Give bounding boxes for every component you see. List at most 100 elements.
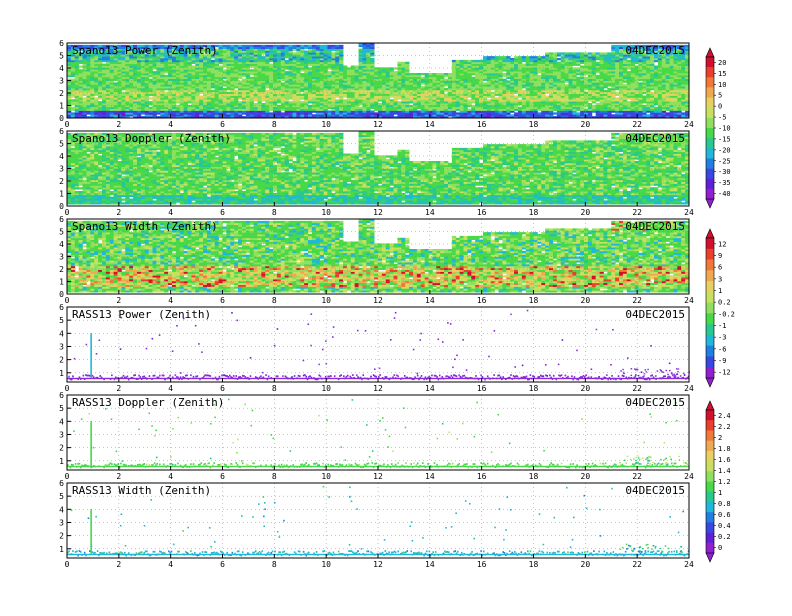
heat-cell [199,91,204,95]
heat-cell [222,61,227,65]
heat-cell [105,54,111,57]
heat-cell [144,74,150,78]
heat-cell [109,50,115,53]
heat-cell [226,71,231,74]
heat-cell [74,46,80,50]
heat-cell [133,97,138,100]
heat-cell [214,59,220,63]
heat-cell [117,84,122,87]
heat-cell [164,71,169,74]
heat-cell [206,76,212,80]
heat-cell [98,116,103,119]
heat-cell [94,108,99,111]
heat-cell [74,112,80,115]
heat-cell [183,61,188,65]
heat-cell [98,114,103,117]
heat-cell [195,65,200,68]
heat-cell [101,59,107,63]
heat-cell [156,104,161,108]
heat-cell [98,91,103,95]
heat-cell [67,108,72,111]
heat-cell [183,65,188,68]
heat-cell [70,101,76,104]
heat-cell [140,76,146,80]
heat-cell [136,65,142,68]
heat-cell [300,93,305,96]
heat-cell [105,76,111,80]
heat-cell [238,86,243,89]
heat-cell [580,52,585,55]
heat-cell [187,52,192,55]
heat-cell [136,93,142,96]
heat-cell [136,50,142,53]
heat-cell [191,106,196,110]
heat-cell [74,97,80,100]
heat-cell [156,84,161,87]
heat-cell [214,82,220,85]
heat-cell [230,65,235,68]
heat-cell [179,44,185,48]
heat-cell [156,69,161,72]
heat-cell [133,99,138,102]
heat-cell [140,46,146,50]
heat-cell [121,82,126,85]
heat-cell [113,95,118,98]
heat-cell [222,46,227,50]
heat-cell [171,56,177,59]
heat-cell [191,61,196,65]
heat-cell [358,48,363,51]
heat-cell [203,65,208,68]
heat-cell [183,110,188,113]
heat-cell [94,112,99,115]
heat-cell [86,74,91,78]
heat-cell [140,108,146,111]
heat-cell [140,110,146,113]
heat-cell [133,61,138,65]
heat-cell [121,59,126,63]
heat-cell [234,91,239,95]
heat-cell [86,110,91,113]
heat-cell [595,74,600,78]
heat-cell [90,76,95,80]
heat-cell [78,69,83,72]
heat-cell [86,65,91,68]
heat-cell [265,44,270,48]
heat-cell [74,61,80,65]
heat-cell [160,50,165,53]
heat-cell [160,76,165,80]
heat-cell [105,78,111,81]
heat-cell [70,88,76,91]
heat-cell [67,112,72,115]
heat-cell [148,59,153,63]
heat-cell [152,106,157,110]
heat-cell [230,54,235,57]
heat-cell [241,80,247,83]
heat-cell [241,63,247,66]
heat-cell [226,44,231,48]
heat-cell [168,52,173,55]
heat-cell [113,114,118,117]
heat-cell [238,76,243,80]
heat-cell [148,71,153,74]
heat-cell [175,80,181,83]
heat-cell [98,95,103,98]
heat-cell [133,76,138,80]
heat-cell [179,116,185,119]
heat-cell [218,108,223,111]
heat-cell [552,52,558,55]
heat-cell [175,44,181,48]
heat-cell [67,82,72,85]
heat-cell [168,61,173,65]
heat-cell [156,97,161,100]
heat-cell [226,52,231,55]
heat-cell [113,82,118,85]
heat-cell [67,46,72,50]
heat-cell [179,101,185,104]
heat-cell [70,99,76,102]
heat-cell [148,56,153,59]
heat-cell [86,97,91,100]
heat-cell [199,104,204,108]
heat-cell [210,44,216,48]
heat-cell [183,73,188,76]
heat-cell [203,101,208,104]
